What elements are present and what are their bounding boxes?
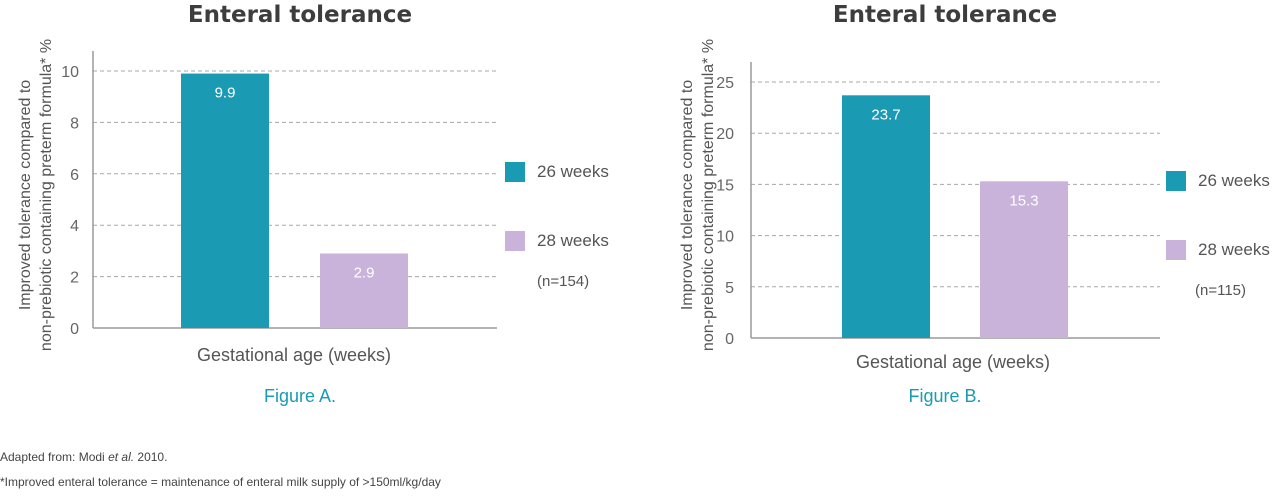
y-tick-label: 5 (725, 280, 734, 297)
legend-item-26-weeks: 26 weeks (505, 162, 609, 182)
bar-26-weeks (842, 95, 930, 338)
x-axis-label: Gestational age (weeks) (196, 345, 392, 365)
source-suffix: 2010. (134, 450, 168, 464)
bar-value-label: 9.9 (215, 85, 236, 102)
legend-swatch (505, 162, 525, 182)
y-tick-label: 0 (725, 331, 734, 348)
y-tick-label: 6 (70, 167, 79, 184)
y-tick-label: 0 (70, 321, 79, 338)
y-tick-label: 10 (61, 64, 79, 81)
y-tick-label: 2 (70, 270, 79, 287)
y-tick-label: 20 (716, 126, 734, 143)
y-tick-label: 4 (70, 218, 79, 235)
y-tick-label: 25 (716, 75, 734, 92)
chart-title: Enteral tolerance (187, 2, 413, 28)
source-italic: et al. (108, 450, 135, 464)
legend-swatch (1166, 171, 1186, 191)
sample-size: (n=154) (537, 273, 590, 290)
bar-value-label: 15.3 (1009, 192, 1038, 209)
y-tick-label: 15 (716, 177, 734, 194)
legend-label: 26 weeks (537, 162, 609, 181)
bar-value-label: 23.7 (871, 106, 900, 123)
bar-chart-b: 0 5 10 15 20 25 23.7 15.3 (716, 62, 1160, 348)
figure-label: Figure B. (908, 386, 982, 406)
legend-swatch (1166, 240, 1186, 260)
definition-footnote: *Improved enteral tolerance = maintenanc… (0, 475, 441, 489)
bar-28-weeks (320, 253, 408, 328)
source-prefix: Adapted from: Modi (0, 450, 109, 464)
chart-panel-a: Enteral tolerance Improved tolerance com… (0, 0, 640, 420)
legend-item-28-weeks: 28 weeks (505, 231, 609, 251)
legend-label: 28 weeks (537, 231, 609, 250)
legend-swatch (505, 231, 525, 251)
bar-26-weeks (181, 73, 269, 328)
legend-label: 26 weeks (1198, 171, 1270, 190)
legend-label: 28 weeks (1198, 240, 1270, 259)
bar-value-label: 2.9 (354, 264, 375, 281)
bar-28-weeks (980, 181, 1068, 338)
chart-title: Enteral tolerance (832, 2, 1058, 28)
source-citation: Adapted from: Modi et al. 2010. (0, 450, 167, 464)
y-tick-label: 10 (716, 229, 734, 246)
figure-label: Figure A. (263, 386, 337, 406)
bar-chart-a: 0 2 4 6 8 10 9.9 2.9 (61, 51, 497, 338)
y-tick-label: 8 (70, 115, 79, 132)
x-axis-label: Gestational age (weeks) (855, 352, 1051, 372)
legend-item-28-weeks: 28 weeks (1166, 240, 1270, 260)
legend-item-26-weeks: 26 weeks (1166, 171, 1270, 191)
sample-size: (n=115) (1195, 282, 1247, 299)
chart-panel-b: Enteral tolerance Improved tolerance com… (660, 0, 1280, 420)
